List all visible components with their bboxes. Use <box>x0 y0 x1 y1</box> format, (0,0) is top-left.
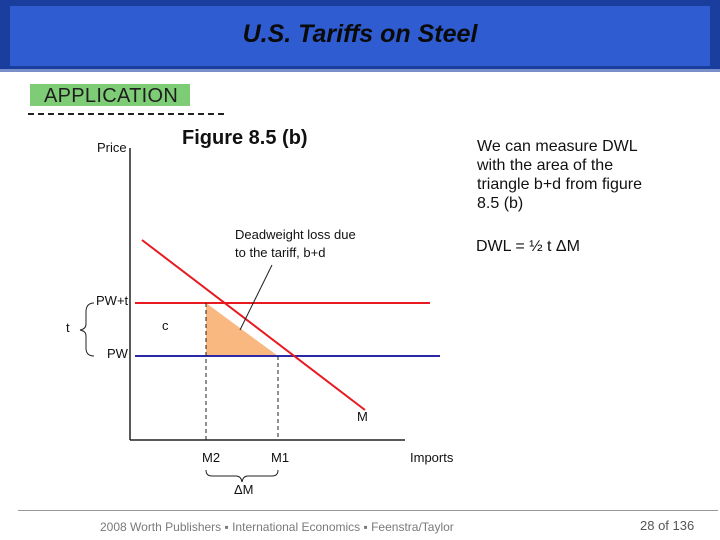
m1-label: M1 <box>271 450 290 465</box>
import-demand-line <box>141 239 366 411</box>
delta-m-label: ΔM <box>234 482 254 497</box>
page-number: 28 of 136 <box>640 518 695 533</box>
y-axis-label: Price <box>97 140 127 155</box>
slide-title: U.S. Tariffs on Steel <box>242 20 478 48</box>
world-price-label: PW <box>107 346 128 361</box>
annotation-pointer <box>239 264 273 331</box>
demand-label: M <box>357 409 368 424</box>
note-line: We can measure DWL <box>477 138 638 155</box>
note-text: We can measure DWL with the area of the … <box>477 137 642 213</box>
title-panel <box>10 6 710 66</box>
tariff-price-label: PW+t <box>96 293 129 308</box>
footer-divider <box>18 510 718 511</box>
annotation-line-2: to the tariff, b+d <box>235 245 326 260</box>
title-bar: U.S. Tariffs on Steel <box>0 0 720 72</box>
dwl-formula: DWL = ½ t ΔM <box>476 238 580 255</box>
m2-label: M2 <box>202 450 221 465</box>
annotation-line-1: Deadweight loss due <box>235 227 356 242</box>
note-line: triangle b+d from figure <box>477 176 642 193</box>
tariff-label: t <box>66 320 70 335</box>
note-line: 8.5 (b) <box>477 195 524 212</box>
section-label: APPLICATION <box>30 84 191 107</box>
tariff-brace <box>79 302 95 357</box>
footer-text: 2008 Worth Publishers ▪ International Ec… <box>100 520 454 534</box>
section-divider <box>28 113 224 115</box>
x-axis-label: Imports <box>410 450 454 465</box>
note-line: with the area of the <box>477 157 614 174</box>
delta-m-brace <box>205 469 279 483</box>
area-c-label: c <box>162 318 169 333</box>
figure-title: Figure 8.5 (b) <box>182 127 308 149</box>
dwl-area <box>206 303 278 356</box>
